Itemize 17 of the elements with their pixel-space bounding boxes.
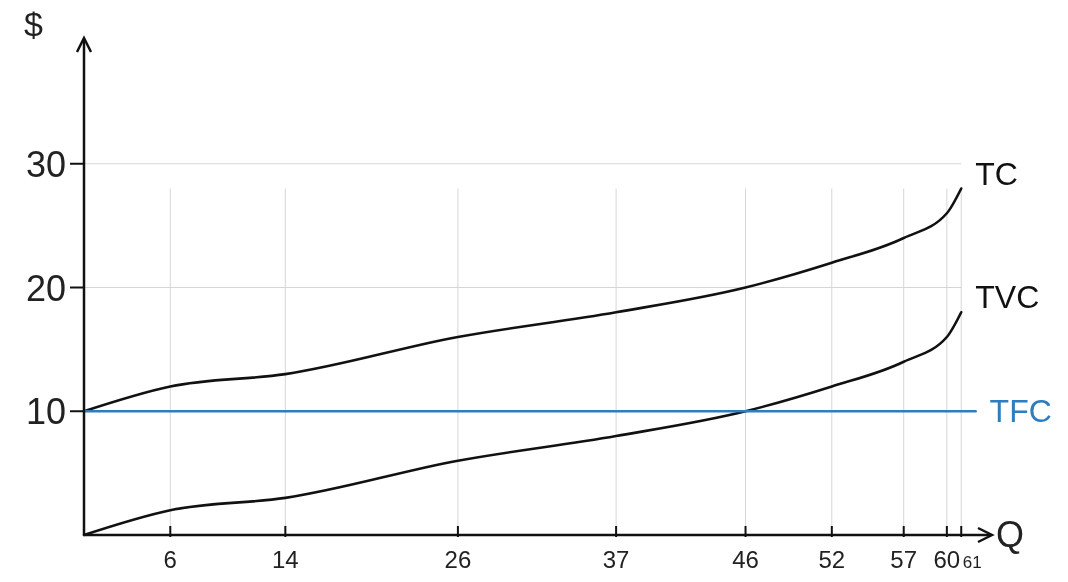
series-label: TC [975,155,1018,192]
x-axis-title: Q [996,514,1025,555]
x-tick-label: 14 [271,546,299,573]
x-tick-label: 60 [933,546,961,573]
series-label: TFC [989,393,1052,430]
x-tick-label: 26 [444,546,472,573]
y-tick-label: 20 [25,267,66,309]
x-tick-label: 37 [602,546,630,573]
y-tick-label: 30 [25,143,66,185]
y-tick-label: 10 [25,391,66,433]
x-tick-label: 46 [732,546,759,573]
x-tick-label: 61 [962,553,982,572]
x-tick-label: 52 [818,546,846,573]
series-label: TVC [975,279,1040,316]
x-tick-label: 6 [163,546,177,573]
y-axis-title: $ [24,5,43,43]
x-tick-label: 57 [890,546,918,573]
